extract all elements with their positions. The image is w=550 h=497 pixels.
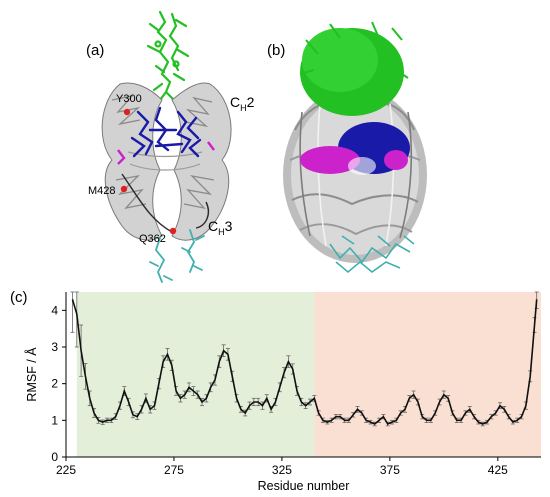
region-band-0 <box>76 292 315 457</box>
annotation-m428: M428 <box>88 185 116 197</box>
m428-site-marker <box>120 185 128 193</box>
y-tick-label-1: 1 <box>51 413 58 427</box>
panel-a-label: (a) <box>86 42 104 59</box>
panel-a-bottom-glycan <box>149 229 205 283</box>
panel-a-top-glycan <box>146 10 190 102</box>
annotation-q362: Q362 <box>139 233 166 245</box>
panel-c-label: (c) <box>10 289 28 306</box>
panel-b: (b) <box>267 21 427 274</box>
panel-a-magenta-residues <box>117 141 215 165</box>
y-tick-label-3: 3 <box>51 340 58 354</box>
panel-a-core-glycan <box>130 106 202 158</box>
panel-a: (a) <box>86 10 255 283</box>
rmsf-series-line <box>71 299 538 426</box>
panel-b-core-cloud <box>300 122 410 175</box>
y-tick-label-2: 2 <box>51 377 58 391</box>
panel-a-mutation-sites <box>120 108 177 235</box>
y-tick-label-0: 0 <box>51 450 58 464</box>
y300-site-marker <box>123 108 131 116</box>
annotation-y300: Y300 <box>116 93 142 105</box>
domain-label-ch2: CH2 <box>230 94 255 113</box>
x-tick-label-425: 425 <box>488 463 508 477</box>
domain-label-ch3: CH3 <box>208 218 233 237</box>
rmsf-chart: 0 1 2 3 4 225 275 325 375 425 Residue number RMSF /… <box>24 291 541 493</box>
panel-b-bottom-glycans <box>329 235 415 274</box>
q362-site-marker <box>169 227 177 235</box>
svg-text:CH2: CH2 <box>230 94 255 113</box>
x-axis-label: Residue number <box>258 479 350 493</box>
x-tick-label-275: 275 <box>164 463 184 477</box>
svg-text:CH3: CH3 <box>208 218 233 237</box>
panel-b-label: (b) <box>267 42 285 59</box>
x-tick-label-325: 325 <box>272 463 292 477</box>
x-tick-label-375: 375 <box>380 463 400 477</box>
y-axis-label: RMSF / Å <box>24 347 39 402</box>
y-tick-label-4: 4 <box>51 303 58 317</box>
x-tick-label-225: 225 <box>56 463 76 477</box>
panel-b-glycan-cloud <box>299 21 409 116</box>
panel-c: (c) 0 1 2 3 4 225 275 325 375 425 Residue number RM… <box>10 289 541 493</box>
region-band-1 <box>314 292 541 457</box>
